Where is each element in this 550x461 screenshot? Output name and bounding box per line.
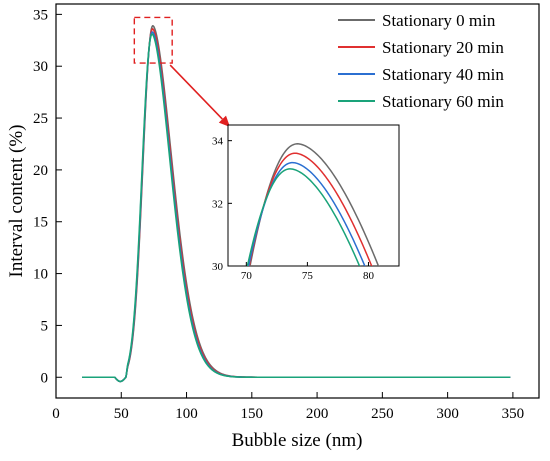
- x-tick-label-3: 150: [241, 406, 264, 422]
- inset-series-line-3: [246, 168, 361, 266]
- y-tick-label-5: 25: [33, 111, 48, 127]
- inset-frame: [227, 124, 400, 267]
- x-tick-label-2: 100: [175, 406, 198, 422]
- series-line-3: [82, 33, 511, 383]
- inset-y-tick-label-2: 34: [212, 136, 224, 148]
- inset-x-tick-label-1: 75: [302, 270, 314, 282]
- x-tick-label-4: 200: [306, 406, 329, 422]
- legend-label-3: Stationary 60 min: [382, 92, 504, 111]
- y-tick-label-4: 20: [33, 163, 48, 179]
- y-tick-label-7: 35: [33, 7, 48, 23]
- inset-y-tick-label-0: 30: [212, 261, 224, 273]
- y-tick-label-0: 0: [41, 370, 49, 386]
- inset-y-tick-label-1: 32: [212, 198, 223, 210]
- inset-series-line-1: [248, 152, 373, 266]
- x-tick-label-5: 250: [371, 406, 394, 422]
- y-tick-label-3: 15: [33, 215, 48, 231]
- inset-series-line-0: [249, 143, 380, 266]
- legend-label-2: Stationary 40 min: [382, 65, 504, 84]
- inset-series-line-2: [247, 161, 366, 266]
- legend-label-1: Stationary 20 min: [382, 38, 504, 57]
- legend: Stationary 0 min Stationary 20 min Stati…: [338, 11, 504, 111]
- x-tick-label-1: 50: [114, 406, 129, 422]
- x-tick-label-7: 350: [502, 406, 525, 422]
- legend-label-0: Stationary 0 min: [382, 11, 496, 30]
- main-series-group: [82, 24, 511, 383]
- inset-axis-ticks: 70 75 80 30 32 34: [212, 136, 374, 282]
- y-tick-label-1: 5: [41, 318, 49, 334]
- plot-frame: [55, 3, 540, 399]
- inset-x-tick-label-0: 70: [241, 270, 253, 282]
- x-axis-title: Bubble size (nm): [232, 430, 363, 451]
- y-axis-ticks: 0 5 10 15 20 25 30 35: [33, 7, 62, 386]
- x-tick-label-0: 0: [52, 406, 60, 422]
- y-axis-title: Interval content (%): [6, 125, 27, 278]
- inset-x-tick-label-2: 80: [363, 270, 375, 282]
- y-tick-label-2: 10: [33, 267, 48, 283]
- zoom-region-box: [133, 16, 173, 64]
- x-axis-ticks: 0 50 100 150 200 250 300 350: [52, 392, 524, 422]
- inset-series-group: [246, 143, 380, 266]
- y-tick-label-6: 30: [33, 59, 48, 75]
- x-tick-label-6: 300: [436, 406, 459, 422]
- zoom-arrow-head-icon: [218, 115, 230, 127]
- zoom-arrow-line: [169, 64, 223, 120]
